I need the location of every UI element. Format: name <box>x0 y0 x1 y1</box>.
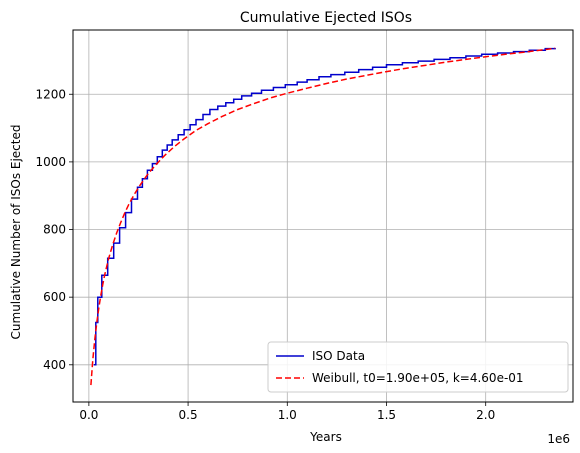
x-tick-label: 1.0 <box>278 408 297 422</box>
legend-label-1: Weibull, t0=1.90e+05, k=4.60e-01 <box>312 371 524 385</box>
legend: ISO Data Weibull, t0=1.90e+05, k=4.60e-01 <box>267 341 569 393</box>
plot-series <box>90 47 556 386</box>
y-tick-label: 800 <box>43 223 66 237</box>
y-tick-label: 1000 <box>35 155 66 169</box>
x-tick-label: 0.5 <box>179 408 198 422</box>
legend-box <box>267 341 569 393</box>
x-axis-offset-label: 1e6 <box>547 432 570 446</box>
series-line-1 <box>90 47 556 386</box>
chart-title: Cumulative Ejected ISOs <box>240 10 412 26</box>
axis-ticks: 0.0 0.5 1.0 1.5 2.0 400 600 800 1000 1200 <box>35 87 495 422</box>
y-tick-label: 400 <box>43 358 66 372</box>
plot-frame <box>72 29 574 403</box>
series-line-0 <box>93 47 556 366</box>
y-tick-label: 1200 <box>35 87 66 101</box>
y-axis-label: Cumulative Number of ISOs Ejected <box>9 125 23 340</box>
x-tick-label: 1.5 <box>377 408 396 422</box>
x-axis-label: Years <box>309 430 342 444</box>
x-tick-label: 0.0 <box>79 408 98 422</box>
legend-label-0: ISO Data <box>312 349 365 363</box>
x-tick-label: 2.0 <box>476 408 495 422</box>
y-tick-label: 600 <box>43 290 66 304</box>
